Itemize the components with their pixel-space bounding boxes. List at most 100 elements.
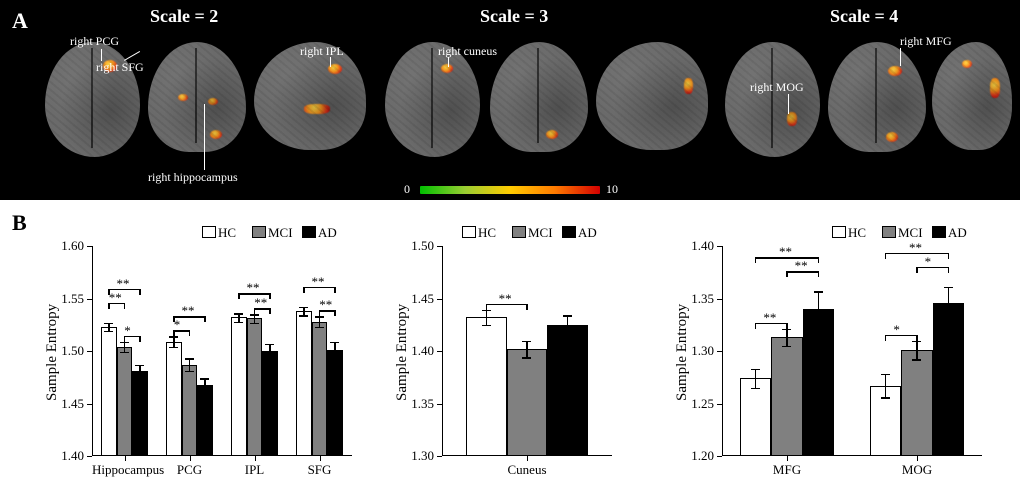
bar-AD: [803, 309, 834, 456]
x-tick-label: MOG: [852, 462, 982, 478]
bar-AD: [933, 303, 964, 456]
brain-coronal-s4: [725, 42, 820, 157]
error-bar: [269, 344, 270, 359]
significance-tick: [108, 289, 109, 295]
significance-tick: [486, 304, 487, 310]
error-cap: [330, 342, 339, 343]
y-tick-label: 1.20: [678, 448, 714, 464]
scale-title-3: Scale = 3: [480, 6, 548, 27]
error-cap: [912, 359, 921, 360]
bar-MCI: [312, 322, 328, 456]
y-tick: [87, 456, 92, 457]
error-cap: [482, 325, 491, 326]
legend-swatch-AD: [302, 226, 316, 238]
significance-tick: [916, 335, 917, 341]
bar-AD: [262, 351, 278, 456]
y-tick-label: 1.35: [398, 396, 434, 412]
y-tick: [717, 456, 722, 457]
legend-swatch-HC: [462, 226, 476, 238]
error-bar: [189, 358, 190, 371]
significance-tick: [139, 336, 140, 342]
chart-1: Sample Entropy1.301.351.401.451.50Cuneus…: [380, 216, 640, 496]
chart-0: Sample Entropy1.401.451.501.551.60Hippoc…: [30, 216, 360, 496]
y-tick-label: 1.45: [398, 291, 434, 307]
y-tick: [437, 351, 442, 352]
y-tick-label: 1.25: [678, 396, 714, 412]
legend-swatch-HC: [832, 226, 846, 238]
error-cap: [185, 358, 194, 359]
y-tick-label: 1.40: [398, 343, 434, 359]
legend-label-HC: HC: [218, 225, 236, 241]
error-cap: [299, 315, 308, 316]
error-cap: [522, 341, 531, 342]
significance-stars: **: [795, 258, 808, 274]
y-tick: [87, 299, 92, 300]
error-bar: [948, 287, 949, 319]
significance-tick: [124, 303, 125, 309]
error-bar: [204, 378, 205, 391]
annot-hc: right hippocampus: [148, 170, 238, 185]
significance-tick: [786, 323, 787, 329]
significance-line: [886, 335, 917, 336]
brain-axial-s4: [828, 42, 926, 152]
y-tick-label: 1.40: [48, 448, 84, 464]
error-cap: [120, 342, 129, 343]
legend-label-AD: AD: [578, 225, 597, 241]
error-cap: [234, 322, 243, 323]
significance-stars: **: [909, 240, 922, 256]
y-tick: [717, 246, 722, 247]
panel-a-label: A: [12, 8, 28, 34]
bar-AD: [547, 325, 588, 456]
error-cap: [881, 397, 890, 398]
error-cap: [782, 329, 791, 330]
error-bar: [818, 291, 819, 327]
x-tick: [527, 456, 528, 461]
error-cap: [912, 341, 921, 342]
significance-tick: [948, 267, 949, 273]
panel-b-label: B: [12, 210, 27, 236]
error-cap: [169, 347, 178, 348]
y-tick: [717, 299, 722, 300]
y-tick: [717, 404, 722, 405]
error-cap: [814, 327, 823, 328]
y-tick: [437, 246, 442, 247]
error-cap: [299, 307, 308, 308]
significance-stars: **: [779, 244, 792, 260]
error-cap: [751, 388, 760, 389]
error-bar: [486, 310, 487, 325]
legend-swatch-HC: [202, 226, 216, 238]
error-cap: [482, 310, 491, 311]
error-cap: [250, 323, 259, 324]
significance-tick: [189, 330, 190, 336]
significance-stars: *: [124, 323, 131, 339]
bar-AD: [132, 371, 148, 456]
error-cap: [522, 357, 531, 358]
bar-HC: [166, 342, 182, 456]
y-tick-label: 1.40: [678, 238, 714, 254]
significance-stars: **: [319, 297, 332, 313]
brain-axial-s3: [490, 42, 588, 152]
significance-stars: *: [925, 254, 932, 270]
significance-tick: [334, 287, 335, 293]
significance-tick: [818, 271, 819, 277]
y-tick: [87, 246, 92, 247]
error-cap: [814, 291, 823, 292]
error-cap: [120, 352, 129, 353]
y-tick-label: 1.50: [48, 343, 84, 359]
y-tick-label: 1.60: [48, 238, 84, 254]
error-bar: [916, 341, 917, 360]
significance-stars: **: [247, 280, 260, 296]
legend-label-HC: HC: [478, 225, 496, 241]
x-tick: [190, 456, 191, 461]
error-cap: [135, 377, 144, 378]
brain-sagittal-s3: [596, 42, 708, 150]
y-tick: [717, 351, 722, 352]
legend-label-MCI: MCI: [268, 225, 293, 241]
significance-line: [917, 267, 948, 268]
bar-MCI: [117, 347, 133, 456]
bar-HC: [231, 317, 247, 456]
x-tick: [787, 456, 788, 461]
y-tick: [437, 456, 442, 457]
error-cap: [234, 313, 243, 314]
scale-title-4: Scale = 4: [830, 6, 898, 27]
